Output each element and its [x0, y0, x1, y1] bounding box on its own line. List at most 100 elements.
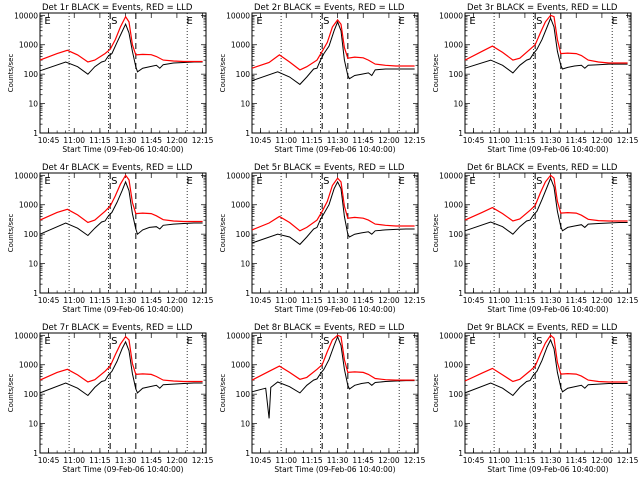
y-tick-label: 10	[240, 260, 250, 269]
x-tick-label: 11:00	[63, 456, 85, 465]
y-tick-label: 1000	[444, 41, 463, 50]
marker-label: E	[44, 16, 50, 27]
panel-title: Det 6r BLACK = Events, RED = LLD	[467, 163, 618, 173]
y-tick-label: 10000	[226, 171, 250, 180]
x-tick-label: 11:00	[63, 296, 85, 305]
series-lld-line	[464, 14, 628, 64]
x-tick-label: 11:00	[275, 136, 297, 145]
y-axis-label: Counts/sec	[219, 214, 227, 253]
x-tick-label: 11:45	[565, 296, 587, 305]
series-lld-line	[39, 15, 203, 63]
marker-label: S	[111, 16, 117, 27]
panel-7: Det 7r BLACK = Events, RED = LLD 1 10 100 10…	[7, 323, 214, 474]
x-tick-label: 10:45	[250, 296, 272, 305]
y-tick-label: 1	[33, 289, 38, 298]
y-tick-label: 10	[453, 260, 463, 269]
x-tick-label: 11:00	[488, 296, 510, 305]
y-tick-label: 10	[240, 420, 250, 429]
series-events-line	[251, 335, 415, 419]
x-tick-label: 10:45	[463, 136, 485, 145]
panel-title: Det 4r BLACK = Events, RED = LLD	[42, 163, 193, 173]
y-tick-label: 100	[449, 390, 464, 399]
x-tick-label: 11:15	[301, 136, 323, 145]
series-lld-line	[39, 335, 203, 383]
series-events-line	[39, 22, 203, 75]
x-axis-label: Start Time (09-Feb-06 10:40:00)	[62, 465, 183, 474]
y-tick-label: 1	[33, 129, 38, 138]
x-tick-label: 10:45	[463, 456, 485, 465]
panel-title: Det 8r BLACK = Events, RED = LLD	[254, 323, 405, 333]
panel-title: Det 3r BLACK = Events, RED = LLD	[467, 3, 618, 13]
y-tick-label: 10000	[226, 11, 250, 20]
y-tick-label: 100	[236, 390, 251, 399]
x-tick-label: 11:15	[514, 296, 536, 305]
y-axis-label: Counts/sec	[7, 214, 15, 253]
series-lld-line	[251, 334, 415, 381]
x-tick-label: 12:15	[404, 456, 426, 465]
x-tick-label: 11:00	[63, 136, 85, 145]
marker-label: S	[536, 176, 542, 187]
y-tick-label: 100	[236, 70, 251, 79]
x-tick-label: 11:30	[115, 296, 137, 305]
y-tick-label: 1	[458, 449, 463, 458]
y-tick-label: 1000	[444, 361, 463, 370]
marker-label: S	[323, 176, 329, 187]
panel-1: Det 1r BLACK = Events, RED = LLD 1 10 100 10…	[7, 3, 214, 154]
y-tick-label: 1000	[19, 361, 38, 370]
marker-label: E	[256, 16, 262, 27]
x-tick-label: 10:45	[38, 296, 60, 305]
marker-label: S	[536, 336, 542, 347]
x-tick-label: 12:00	[591, 456, 613, 465]
series-events-line	[39, 340, 203, 397]
y-tick-label: 1	[245, 449, 250, 458]
plot-frame	[251, 12, 419, 134]
y-tick-label: 1	[458, 289, 463, 298]
marker-label: S	[323, 16, 329, 27]
panel-title: Det 5r BLACK = Events, RED = LLD	[254, 163, 405, 173]
x-tick-label: 12:00	[166, 136, 188, 145]
x-tick-label: 10:45	[38, 136, 60, 145]
x-tick-label: 11:15	[89, 296, 111, 305]
x-axis-label: Start Time (09-Feb-06 10:40:00)	[487, 305, 608, 314]
series-events-line	[464, 338, 628, 397]
x-tick-label: 11:15	[514, 456, 536, 465]
x-tick-label: 12:00	[166, 456, 188, 465]
x-tick-label: 10:45	[250, 456, 272, 465]
marker-label: E	[398, 176, 404, 187]
marker-label: E	[44, 176, 50, 187]
x-tick-label: 11:45	[565, 136, 587, 145]
y-axis-label: Counts/sec	[432, 214, 440, 253]
x-tick-label: 11:45	[352, 456, 374, 465]
x-tick-label: 12:00	[378, 296, 400, 305]
series-lld-line	[251, 177, 415, 232]
x-tick-label: 11:00	[275, 296, 297, 305]
x-tick-label: 12:00	[591, 136, 613, 145]
plot-frame	[39, 12, 207, 134]
x-tick-label: 12:15	[617, 136, 639, 145]
marker-label: E	[256, 176, 262, 187]
y-tick-label: 10000	[14, 331, 38, 340]
y-tick-label: 100	[24, 390, 39, 399]
x-tick-label: 11:15	[89, 136, 111, 145]
x-tick-label: 11:30	[540, 456, 562, 465]
x-axis-label: Start Time (09-Feb-06 10:40:00)	[62, 305, 183, 314]
marker-label: E	[186, 336, 192, 347]
x-axis-label: Start Time (09-Feb-06 10:40:00)	[274, 465, 395, 474]
x-tick-label: 11:30	[327, 296, 349, 305]
x-axis-label: Start Time (09-Feb-06 10:40:00)	[274, 145, 395, 154]
y-tick-label: 1000	[231, 41, 250, 50]
marker-label: E	[186, 176, 192, 187]
x-tick-label: 11:00	[488, 456, 510, 465]
y-tick-label: 10000	[439, 331, 463, 340]
series-lld-line	[464, 174, 628, 222]
series-lld-line	[464, 334, 628, 383]
series-events-line	[39, 180, 203, 237]
x-tick-label: 11:45	[140, 136, 162, 145]
y-axis-label: Counts/sec	[219, 54, 227, 93]
y-tick-label: 10	[240, 100, 250, 109]
panel-3: Det 3r BLACK = Events, RED = LLD 1 10 100 10…	[432, 3, 639, 154]
panel-title: Det 9r BLACK = Events, RED = LLD	[467, 323, 618, 333]
panel-title: Det 1r BLACK = Events, RED = LLD	[42, 3, 193, 13]
y-tick-label: 1	[245, 289, 250, 298]
